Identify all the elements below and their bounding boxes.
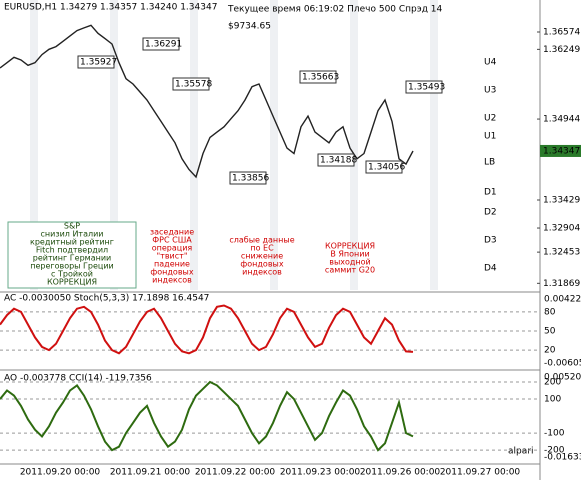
y2-tick-label: -0.00605 <box>544 359 581 369</box>
y-tick-label: 1.32453 <box>543 248 580 258</box>
news-line: КОРРЕКЦИЯ <box>325 242 375 251</box>
news-line: ФРС США <box>152 236 192 245</box>
y-tick-label: 1.31869 <box>543 279 580 289</box>
time-bg <box>364 466 436 478</box>
level-label: LB <box>484 158 495 168</box>
logo: alpari <box>508 447 533 457</box>
price-tag-box <box>77 55 115 69</box>
y-tick-label: 1.33429 <box>543 195 580 205</box>
news-line: снижение <box>241 252 283 261</box>
level-label: D1 <box>484 188 497 198</box>
news-box <box>7 221 137 289</box>
ac-header: AC -0.0030050 Stoch(5,3,3) 17.1898 16.45… <box>4 294 209 304</box>
y-tick-label: -100 <box>544 429 565 439</box>
time-bg <box>444 466 516 478</box>
level-label: D4 <box>484 264 497 274</box>
balance: $9734.65 <box>228 22 271 32</box>
time-label: 2011.09.20 00:00 <box>20 468 101 478</box>
level-label: U3 <box>484 86 496 96</box>
stripes <box>30 0 438 290</box>
news-line: заседание <box>150 228 194 237</box>
level-label: D3 <box>484 236 497 246</box>
price-tag: 1.35493 <box>408 83 445 93</box>
symbol-header: EURUSD,H1 1.34279 1.34357 1.34240 1.3434… <box>4 3 217 13</box>
time-bg <box>284 466 356 478</box>
price-tag-box <box>405 80 443 94</box>
news-line: кредитный рейтинг <box>30 238 114 247</box>
y-tick-label: 80 <box>544 307 556 317</box>
series-line <box>0 380 414 452</box>
news-line: с Тройкой <box>51 270 93 279</box>
y-tick-label: 1.36249 <box>543 45 580 55</box>
time-label: 2011.09.22 00:00 <box>195 468 276 478</box>
time-label: 2011.09.26 00:00 <box>360 468 441 478</box>
price-tag-box <box>172 77 210 91</box>
news-line: КОРРЕКЦИЯ <box>47 278 97 287</box>
price-tag-box <box>317 153 355 167</box>
news-line: падение <box>154 260 190 269</box>
series-line <box>0 24 414 179</box>
y2-tick-label: 0.004225 <box>544 295 581 305</box>
price-tag: 1.35927 <box>80 58 117 68</box>
price-tag-box <box>229 171 267 185</box>
news-line: "твист" <box>157 252 188 261</box>
price-tag: 1.33856 <box>232 174 269 184</box>
news-line: операция <box>152 244 193 253</box>
status: Текущее время 06:19:02 Плечо 500 Спрэд 1… <box>227 5 443 15</box>
news-line: фондовых <box>240 260 283 269</box>
news-line: фондовых <box>150 268 193 277</box>
y-tick-label: 1.34944 <box>543 115 580 125</box>
y-tick-label: 100 <box>544 395 561 405</box>
price-tag-box <box>299 70 337 84</box>
news-line: переговоры Греции <box>30 262 114 271</box>
price-tag: 1.36291 <box>145 40 182 50</box>
price-tag: 1.34056 <box>368 163 405 173</box>
time-bg <box>199 466 271 478</box>
news-line: по ЕС <box>250 244 274 253</box>
y-tick-label: 20 <box>544 346 556 356</box>
time-label: 2011.09.27 00:00 <box>440 468 521 478</box>
price-tag-bg <box>540 144 581 157</box>
ao-header: AO -0.003778 CCI(14) -119.7356 <box>4 374 152 384</box>
y2-tick-label: 0.005202 <box>544 373 581 383</box>
price-tag: 1.35578 <box>175 80 212 90</box>
price-tag-box <box>365 160 403 174</box>
y-tick-label: 200 <box>544 378 561 388</box>
news-line: индексов <box>242 268 282 277</box>
news-line: В Японии <box>330 250 369 259</box>
price-tag-box <box>142 37 180 51</box>
level-label: D2 <box>484 208 497 218</box>
news-line: саммит G20 <box>325 266 375 275</box>
news-line: индексов <box>152 276 192 285</box>
level-label: U2 <box>484 114 496 124</box>
series-line <box>0 304 414 355</box>
news-line: выходной <box>329 258 371 267</box>
news-line: рейтинг Германии <box>33 254 111 263</box>
level-label: U1 <box>484 132 496 142</box>
y-tick-label: -200 <box>544 446 565 456</box>
current-price: 1.34347 <box>543 146 580 156</box>
y-tick-label: 1.36574 <box>543 27 580 37</box>
news-line: S&P <box>64 222 80 231</box>
time-bg <box>24 466 96 478</box>
y-tick-label: 50 <box>544 327 556 337</box>
time-label: 2011.09.21 00:00 <box>110 468 191 478</box>
y2-tick-label: -0.01633 <box>544 453 581 463</box>
news-line: слабые данные <box>229 236 294 245</box>
price-tag: 1.34188 <box>320 156 357 166</box>
time-label: 2011.09.23 00:00 <box>280 468 361 478</box>
news-line: снизил Италии <box>41 230 104 239</box>
price-tag: 1.35663 <box>302 73 339 83</box>
time-bg <box>114 466 186 478</box>
y-tick-label: 1.32904 <box>543 224 580 234</box>
level-label: U4 <box>484 58 497 68</box>
news-line: Fitch подтвердил <box>36 246 108 255</box>
